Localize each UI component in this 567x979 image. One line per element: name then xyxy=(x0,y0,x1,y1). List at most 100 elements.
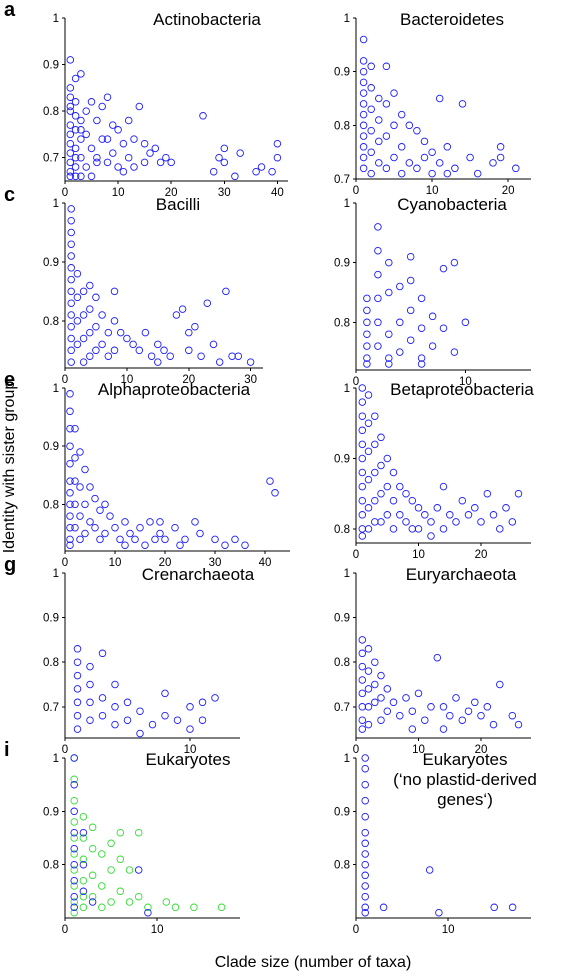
data-point xyxy=(389,525,398,533)
panel-letter: e xyxy=(4,369,15,391)
y-tick-label: 1 xyxy=(53,568,59,580)
data-point xyxy=(70,844,78,853)
data-point xyxy=(76,535,84,544)
data-point xyxy=(382,62,391,71)
data-point xyxy=(70,850,78,858)
y-tick-label: 1 xyxy=(344,383,350,395)
data-point xyxy=(66,477,74,485)
panel-letter: c xyxy=(4,184,15,206)
y-tick-label: 0.9 xyxy=(334,258,350,270)
data-point xyxy=(361,903,369,912)
data-point xyxy=(211,694,219,702)
data-point xyxy=(71,477,79,485)
x-tick-label: 10 xyxy=(151,924,164,936)
data-point xyxy=(496,143,505,151)
data-point xyxy=(367,169,375,178)
data-point xyxy=(141,541,149,549)
data-point xyxy=(374,342,382,350)
data-point xyxy=(421,511,429,519)
data-point xyxy=(66,523,74,532)
data-point xyxy=(86,483,94,491)
data-point xyxy=(171,523,179,532)
data-point xyxy=(77,70,85,78)
data-point xyxy=(402,694,410,702)
data-point xyxy=(67,358,75,366)
data-point xyxy=(374,318,382,327)
y-tick-label: 1 xyxy=(53,13,59,25)
data-point xyxy=(439,482,448,491)
data-point xyxy=(375,94,383,103)
data-point xyxy=(185,328,193,337)
data-point xyxy=(119,167,128,176)
data-point xyxy=(70,866,78,874)
data-point xyxy=(70,796,78,805)
x-axis-label: Clade size (number of taxa) xyxy=(215,954,412,971)
data-point xyxy=(385,354,393,362)
x-tick-label: 10 xyxy=(412,744,425,756)
data-point xyxy=(92,346,100,355)
data-point xyxy=(383,482,392,491)
x-tick-label: 0 xyxy=(62,187,68,199)
data-point xyxy=(358,482,367,491)
data-point xyxy=(70,898,78,906)
data-point xyxy=(79,834,88,842)
data-point xyxy=(382,100,391,108)
data-point xyxy=(209,167,218,176)
data-point xyxy=(396,482,404,491)
data-point xyxy=(439,264,448,273)
data-point xyxy=(79,287,88,296)
data-point xyxy=(427,518,435,526)
data-point xyxy=(161,689,169,698)
data-point xyxy=(136,729,144,738)
data-point xyxy=(144,908,152,917)
data-point xyxy=(375,137,383,146)
data-point xyxy=(383,454,392,463)
data-point xyxy=(148,720,157,729)
data-point xyxy=(176,541,184,549)
data-point xyxy=(146,518,154,526)
data-point xyxy=(106,512,114,520)
data-point xyxy=(406,306,415,315)
data-point xyxy=(172,311,181,319)
data-point xyxy=(136,523,144,532)
y-tick-label: 0.8 xyxy=(334,120,350,132)
data-point xyxy=(70,780,78,789)
data-point xyxy=(396,511,404,519)
data-point xyxy=(98,135,106,143)
data-point xyxy=(385,258,393,267)
data-point xyxy=(119,139,128,148)
data-point xyxy=(86,716,94,724)
data-point xyxy=(514,720,523,729)
data-point xyxy=(358,676,367,684)
data-point xyxy=(123,716,132,724)
data-point xyxy=(364,685,373,693)
data-point xyxy=(358,662,367,671)
data-point xyxy=(79,887,88,896)
data-point xyxy=(408,525,417,533)
data-point xyxy=(66,459,74,468)
data-point xyxy=(66,84,75,92)
y-tick-label: 0.9 xyxy=(43,257,59,269)
data-point xyxy=(405,159,414,167)
data-point xyxy=(382,132,391,140)
data-point xyxy=(82,107,90,115)
data-point xyxy=(67,228,75,237)
data-point xyxy=(377,694,385,702)
data-point xyxy=(130,135,138,143)
panel-title: Betaproteobacteria xyxy=(390,380,534,399)
panel-title: Euryarchaeota xyxy=(406,565,517,584)
data-point xyxy=(425,866,434,874)
data-point xyxy=(77,135,85,143)
data-point xyxy=(66,93,75,101)
data-point xyxy=(88,871,97,880)
data-point xyxy=(96,535,104,544)
data-point xyxy=(77,172,85,181)
data-point xyxy=(377,461,385,470)
data-point xyxy=(66,172,75,181)
data-point xyxy=(203,299,212,307)
data-point xyxy=(377,671,385,680)
